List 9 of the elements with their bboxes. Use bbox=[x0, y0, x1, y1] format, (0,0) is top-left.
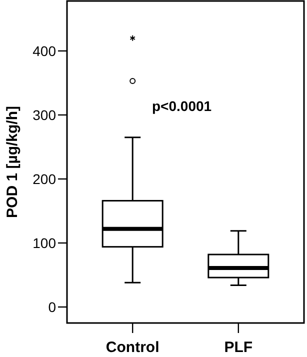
y-tick-label: 300 bbox=[32, 106, 56, 123]
y-tick-label: 200 bbox=[32, 170, 56, 187]
x-tick-label: PLF bbox=[224, 339, 253, 356]
y-tick-label: 100 bbox=[32, 234, 56, 251]
y-tick-label: 0 bbox=[48, 298, 56, 315]
y-tick-label: 400 bbox=[32, 42, 56, 59]
y-axis-title: POD 1 [µg/kg/h] bbox=[4, 106, 21, 218]
x-tick-label: Control bbox=[106, 339, 160, 356]
annotation: p<0.0001 bbox=[152, 98, 212, 114]
